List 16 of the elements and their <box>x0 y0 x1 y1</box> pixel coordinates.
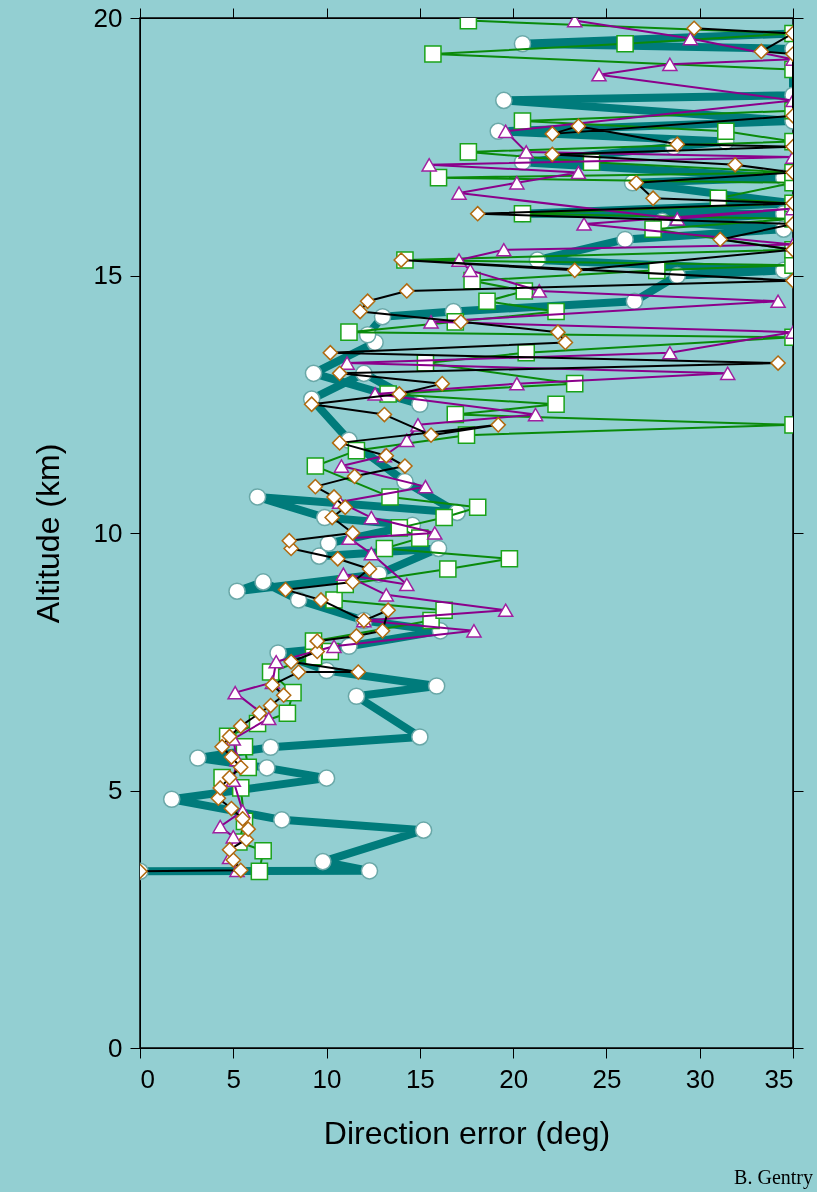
y-axis-title: Altitude (km) <box>29 443 66 624</box>
x-tick-label: 10 <box>312 1063 342 1094</box>
x-tick-label: 0 <box>140 1063 155 1094</box>
y-tick-label: 15 <box>93 260 123 290</box>
x-tick-label: 35 <box>764 1063 794 1094</box>
y-tick-label: 10 <box>93 517 123 548</box>
x-tick-label: 25 <box>592 1063 622 1094</box>
x-tick-label: 15 <box>405 1063 435 1094</box>
y-tick-label: 0 <box>108 1032 123 1063</box>
x-tick-label: 30 <box>685 1063 715 1094</box>
x-tick-label: 5 <box>226 1063 242 1094</box>
text: B. Gentry <box>734 1166 813 1189</box>
y-tick-label: 5 <box>108 775 123 805</box>
x-axis-title: Direction error (deg) <box>323 1114 611 1151</box>
y-tick-label: 20 <box>93 2 123 33</box>
x-tick-label: 20 <box>499 1063 529 1094</box>
